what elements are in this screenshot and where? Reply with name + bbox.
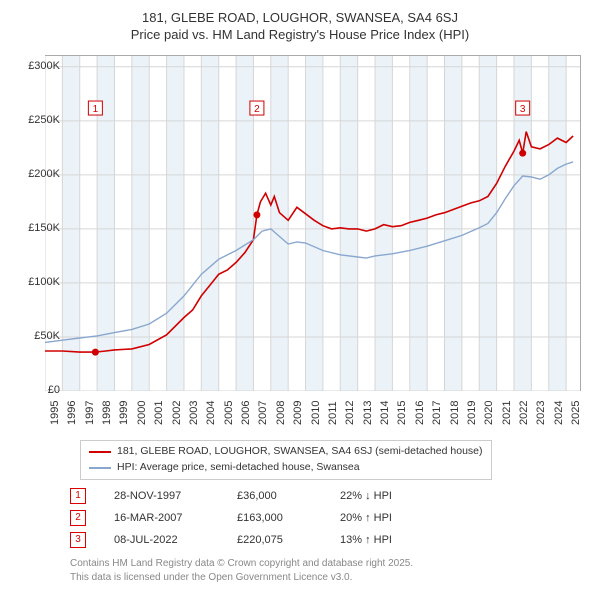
marker-price-1: £36,000 bbox=[237, 490, 312, 502]
legend-label-hpi: HPI: Average price, semi-detached house,… bbox=[117, 460, 360, 476]
marker-date-1: 28-NOV-1997 bbox=[114, 490, 209, 502]
x-tick-label: 2012 bbox=[344, 401, 356, 425]
x-tick-label: 2017 bbox=[431, 401, 443, 425]
marker-price-2: £163,000 bbox=[237, 512, 312, 524]
x-tick-label: 2003 bbox=[188, 401, 200, 425]
footer-attribution: Contains HM Land Registry data © Crown c… bbox=[70, 557, 413, 584]
x-tick-label: 2014 bbox=[379, 401, 391, 425]
footer-line1: Contains HM Land Registry data © Crown c… bbox=[70, 557, 413, 571]
x-tick-label: 2005 bbox=[223, 401, 235, 425]
svg-text:1: 1 bbox=[93, 104, 99, 115]
x-tick-label: 2008 bbox=[275, 401, 287, 425]
x-tick-label: 1995 bbox=[49, 401, 61, 425]
x-tick-label: 2025 bbox=[570, 401, 582, 425]
legend-swatch-price bbox=[89, 451, 111, 453]
svg-text:2: 2 bbox=[254, 104, 260, 115]
y-tick-label: £0 bbox=[20, 384, 60, 396]
x-tick-label: 2016 bbox=[414, 401, 426, 425]
x-tick-label: 2022 bbox=[518, 401, 530, 425]
svg-text:3: 3 bbox=[520, 104, 526, 115]
legend-item-hpi: HPI: Average price, semi-detached house,… bbox=[89, 460, 483, 476]
marker-delta-3: 13% ↑ HPI bbox=[340, 534, 435, 546]
x-tick-label: 2010 bbox=[310, 401, 322, 425]
x-tick-label: 2015 bbox=[396, 401, 408, 425]
footer-line2: This data is licensed under the Open Gov… bbox=[70, 571, 413, 585]
x-tick-label: 2023 bbox=[535, 401, 547, 425]
marker-row-1: 1 28-NOV-1997 £36,000 22% ↓ HPI bbox=[70, 485, 435, 507]
marker-price-3: £220,075 bbox=[237, 534, 312, 546]
y-tick-label: £200K bbox=[20, 168, 60, 180]
x-tick-label: 2001 bbox=[153, 401, 165, 425]
legend-swatch-hpi bbox=[89, 467, 111, 469]
x-tick-label: 2024 bbox=[553, 401, 565, 425]
x-tick-label: 1997 bbox=[84, 401, 96, 425]
legend-label-price: 181, GLEBE ROAD, LOUGHOR, SWANSEA, SA4 6… bbox=[117, 444, 483, 460]
marker-row-2: 2 16-MAR-2007 £163,000 20% ↑ HPI bbox=[70, 507, 435, 529]
x-tick-label: 2018 bbox=[449, 401, 461, 425]
y-tick-label: £300K bbox=[20, 60, 60, 72]
x-tick-label: 2011 bbox=[327, 401, 339, 425]
x-tick-label: 2006 bbox=[240, 401, 252, 425]
marker-index-3: 3 bbox=[70, 532, 86, 548]
marker-index-1: 1 bbox=[70, 488, 86, 504]
x-tick-label: 2000 bbox=[136, 401, 148, 425]
marker-date-3: 08-JUL-2022 bbox=[114, 534, 209, 546]
marker-table: 1 28-NOV-1997 £36,000 22% ↓ HPI 2 16-MAR… bbox=[70, 485, 435, 551]
y-tick-label: £250K bbox=[20, 114, 60, 126]
x-tick-label: 2021 bbox=[501, 401, 513, 425]
marker-index-2: 2 bbox=[70, 510, 86, 526]
y-tick-label: £50K bbox=[20, 330, 60, 342]
title-line2: Price paid vs. HM Land Registry's House … bbox=[0, 27, 600, 42]
x-tick-label: 1999 bbox=[118, 401, 130, 425]
legend: 181, GLEBE ROAD, LOUGHOR, SWANSEA, SA4 6… bbox=[80, 440, 492, 480]
marker-delta-1: 22% ↓ HPI bbox=[340, 490, 435, 502]
chart-title-block: 181, GLEBE ROAD, LOUGHOR, SWANSEA, SA4 6… bbox=[0, 0, 600, 42]
marker-date-2: 16-MAR-2007 bbox=[114, 512, 209, 524]
marker-row-3: 3 08-JUL-2022 £220,075 13% ↑ HPI bbox=[70, 529, 435, 551]
x-tick-label: 2004 bbox=[205, 401, 217, 425]
x-tick-label: 2020 bbox=[483, 401, 495, 425]
x-tick-label: 2019 bbox=[466, 401, 478, 425]
chart-plot-area: 1 2 3 bbox=[45, 55, 581, 391]
x-tick-label: 1998 bbox=[101, 401, 113, 425]
x-tick-label: 2013 bbox=[362, 401, 374, 425]
marker-delta-2: 20% ↑ HPI bbox=[340, 512, 435, 524]
y-tick-label: £150K bbox=[20, 222, 60, 234]
title-line1: 181, GLEBE ROAD, LOUGHOR, SWANSEA, SA4 6… bbox=[0, 10, 600, 25]
x-tick-label: 1996 bbox=[66, 401, 78, 425]
y-tick-label: £100K bbox=[20, 276, 60, 288]
chart-svg: 1 2 3 bbox=[45, 56, 580, 391]
x-tick-label: 2002 bbox=[171, 401, 183, 425]
x-tick-label: 2007 bbox=[257, 401, 269, 425]
x-tick-label: 2009 bbox=[292, 401, 304, 425]
legend-item-price: 181, GLEBE ROAD, LOUGHOR, SWANSEA, SA4 6… bbox=[89, 444, 483, 460]
